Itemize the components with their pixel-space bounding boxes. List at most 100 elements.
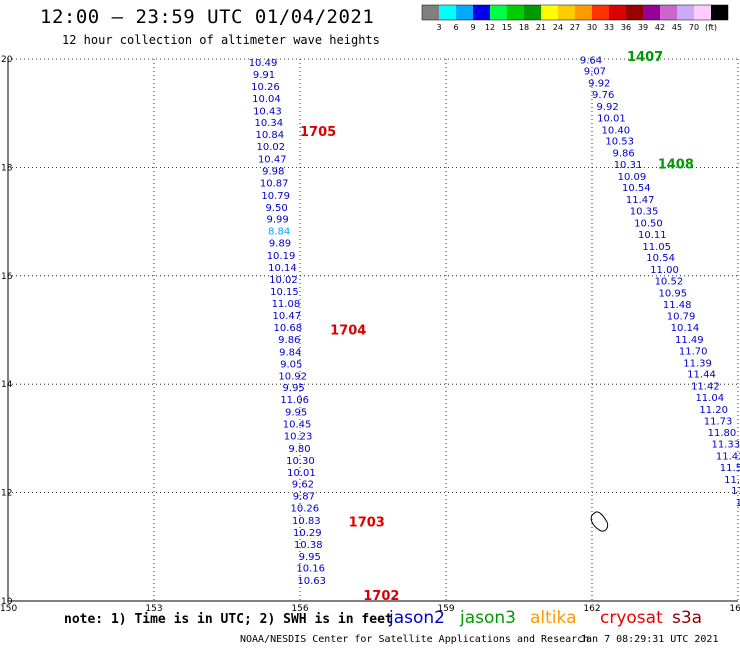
wave-height-value: 11.47 [626, 195, 655, 206]
colorbar-swatch [507, 5, 524, 20]
wave-height-value: 9.05 [280, 359, 302, 370]
data-marks: 10.499.9110.2610.0410.4310.3410.8410.021… [249, 50, 740, 604]
wave-height-value: 10.02 [256, 142, 285, 153]
colorbar-label: 24 [553, 23, 563, 32]
wave-height-value: 10.16 [296, 564, 325, 575]
colorbar-label: 45 [672, 23, 682, 32]
wave-height-value: 10.02 [269, 275, 298, 286]
colorbar-swatch [609, 5, 626, 20]
wave-height-value: 10.09 [618, 172, 647, 183]
colorbar-label: 42 [655, 23, 665, 32]
wave-height-value: 10.01 [287, 468, 316, 479]
wave-height-value: 10.84 [256, 130, 285, 141]
colorbar-label: 6 [453, 23, 458, 32]
island-outline [590, 511, 609, 532]
wave-height-value: 9.76 [592, 90, 614, 101]
wave-height-value: 11.73 [704, 416, 733, 427]
colorbar-swatch [524, 5, 541, 20]
wave-height-value: 11.59 [720, 463, 740, 474]
wave-height-value: 10.92 [278, 371, 307, 382]
colorbar-swatch [677, 5, 694, 20]
wave-height-value: 10.19 [267, 251, 296, 262]
wave-height-value: 10.47 [258, 155, 287, 166]
wave-height-value: 11.05 [642, 242, 671, 253]
y-tick-label: 16 [1, 272, 13, 282]
wave-height-value: 10.79 [667, 312, 696, 323]
wave-height-value: 10.54 [646, 253, 675, 264]
wave-height-value: 11.18 [724, 475, 740, 486]
wave-height-value: 10.26 [291, 504, 320, 515]
wave-height-value: 9.99 [266, 215, 288, 226]
colorbar-swatch [422, 5, 439, 20]
wave-height-value: 9.89 [269, 239, 291, 250]
wave-height-value: 10.31 [614, 160, 643, 171]
wave-height-value: 10.15 [270, 287, 299, 298]
colorbar-label: 15 [502, 23, 512, 32]
colorbar-label: 39 [638, 23, 648, 32]
legend-jason2: jason2 [389, 608, 445, 628]
wave-height-value: 10.95 [658, 288, 687, 299]
wave-height-value: 9.92 [596, 102, 618, 113]
wave-height-value: 9.86 [278, 335, 300, 346]
colorbar-swatch [694, 5, 711, 20]
legend-s3a: s3a [672, 608, 703, 628]
wave-height-value: 10.9 [736, 498, 740, 509]
colorbar-swatch [660, 5, 677, 20]
wave-height-value: 10.29 [293, 528, 322, 539]
wave-height-value: 9.91 [253, 70, 275, 81]
colorbar-swatch [541, 5, 558, 20]
legend-altika: altika [530, 608, 577, 628]
wave-height-value: 11.42 [716, 452, 740, 463]
colorbar-label: 18 [519, 23, 529, 32]
wave-height-value: 11.08 [272, 299, 301, 310]
wave-height-value: 10.54 [622, 183, 651, 194]
colorbar-label: 70 [689, 23, 699, 32]
wave-height-value: 10.53 [605, 137, 634, 148]
wave-height-value: 10.30 [286, 456, 315, 467]
wave-height-value: 10.63 [297, 576, 326, 587]
wave-height-value: 10.68 [274, 323, 303, 334]
wave-height-value: 11.06 [280, 395, 309, 406]
wave-height-value: 10.50 [634, 218, 663, 229]
colorbar-swatch [592, 5, 609, 20]
colorbar-label: 30 [587, 23, 597, 32]
y-tick-label: 20 [1, 55, 13, 65]
chart-axes: 150 153 156 159 162 165 10 12 14 16 18 20 [0, 55, 740, 614]
chart-subtitle: 12 hour collection of altimeter wave hei… [62, 33, 380, 47]
colorbar-frame [421, 4, 729, 21]
wave-height-value: 10.45 [283, 420, 312, 431]
wave-height-value: 9.92 [588, 79, 610, 90]
wave-height-value: 10.23 [284, 431, 313, 442]
wave-height-value: 11.48 [663, 300, 692, 311]
pass-label: 1705 [300, 125, 336, 140]
colorbar-label: 27 [570, 23, 580, 32]
x-tick-label: 150 [0, 604, 17, 614]
wave-height-value: 10.14 [268, 263, 297, 274]
colorbar-swatch [575, 5, 592, 20]
wave-height-value: 11.20 [699, 405, 728, 416]
colorbar-label: 12 [485, 23, 495, 32]
footer-timestamp: Jan 7 08:29:31 UTC 2021 [580, 634, 719, 645]
wave-height-value: 10.38 [294, 540, 323, 551]
wave-height-value: 9.84 [279, 347, 301, 358]
pass-label: 1408 [658, 157, 694, 172]
wave-height-value: 10.83 [292, 516, 321, 527]
wave-height-value: 9.95 [299, 552, 321, 563]
y-tick-label: 12 [1, 489, 12, 499]
wave-height-value: 10.35 [630, 207, 659, 218]
pass-label: 1702 [363, 589, 399, 604]
colorbar-label: 36 [621, 23, 631, 32]
wave-height-value: 10.11 [638, 230, 667, 241]
wave-height-value: 11.80 [708, 428, 737, 439]
colorbar-swatch [473, 5, 490, 20]
wave-height-value: 9.87 [293, 492, 315, 503]
colorbar-label: (ft) [705, 23, 717, 32]
pass-label: 1407 [627, 50, 663, 65]
pass-label: 1704 [330, 323, 366, 338]
y-tick-label: 10 [1, 597, 13, 607]
x-tick-label: 153 [145, 604, 162, 614]
wave-height-value: 11.7 [731, 486, 740, 497]
wave-height-value: 9.07 [584, 67, 606, 78]
wave-height-value: 9.64 [580, 55, 602, 66]
wave-height-value: 9.86 [613, 149, 635, 160]
